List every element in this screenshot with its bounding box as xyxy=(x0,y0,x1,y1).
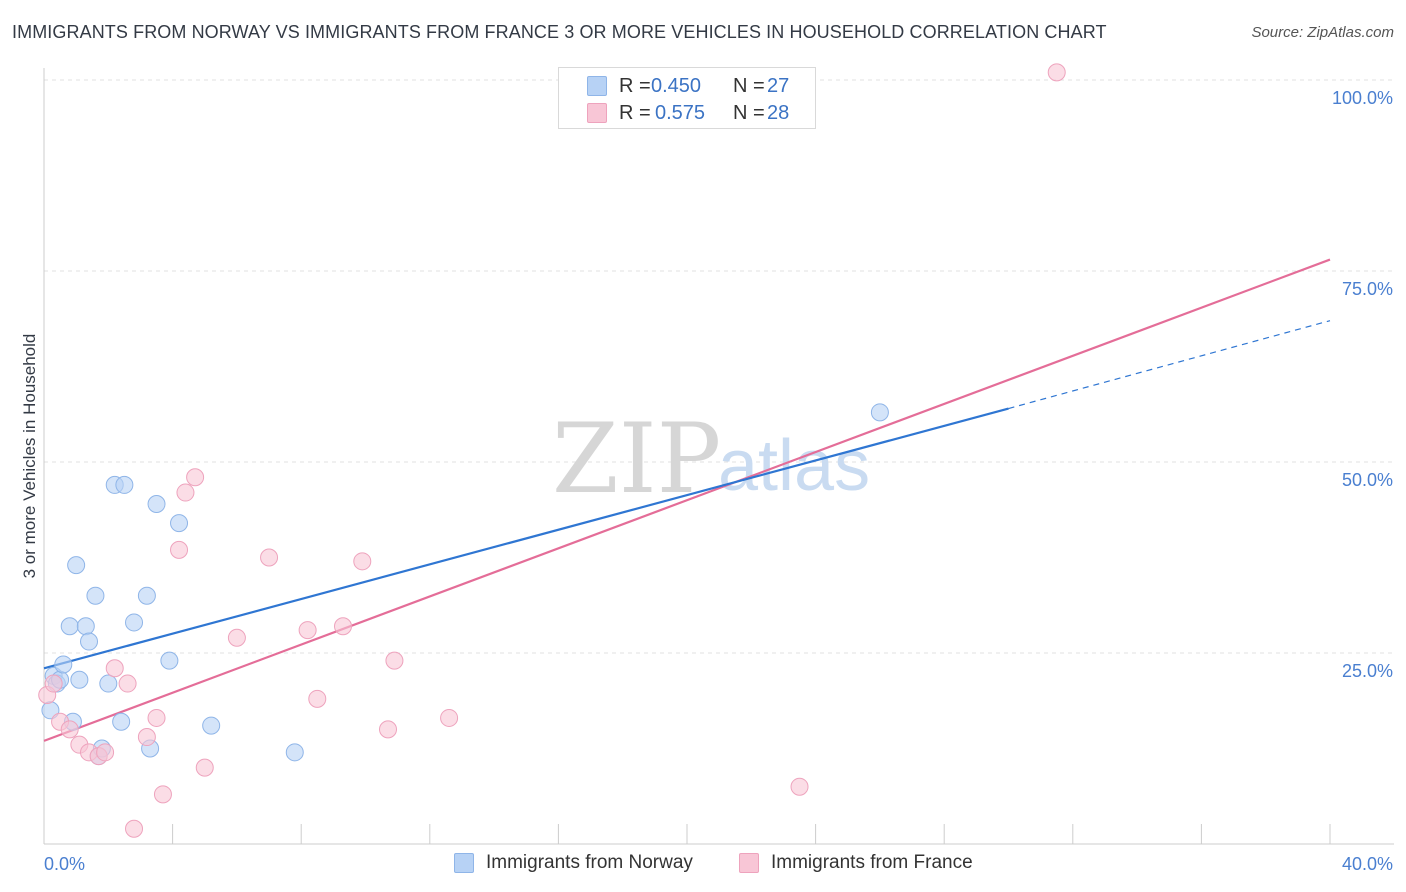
france-point xyxy=(790,777,809,796)
norway-point xyxy=(99,674,118,693)
y-tick-label: 100.0% xyxy=(1332,88,1393,108)
france-trend-line xyxy=(43,258,1331,742)
norway-point xyxy=(125,613,144,632)
france-point xyxy=(195,758,214,777)
legend-n-value-france: 28 xyxy=(767,102,790,124)
norway-point xyxy=(70,670,89,689)
legend-r-value-norway: 0.450 xyxy=(651,75,702,97)
france-point xyxy=(125,819,144,838)
norway-point xyxy=(86,586,105,605)
france-point xyxy=(260,548,279,567)
france-point xyxy=(105,659,124,678)
norway-point xyxy=(202,716,221,735)
legend-r-label: R = xyxy=(619,102,651,124)
france-point xyxy=(44,674,63,693)
norway-point xyxy=(160,651,179,670)
source-credit: Source: ZipAtlas.com xyxy=(1251,24,1394,41)
france-point xyxy=(379,720,398,739)
legend-n-label: N = xyxy=(733,75,765,97)
norway-point xyxy=(54,655,73,674)
chart-title: IMMIGRANTS FROM NORWAY VS IMMIGRANTS FRO… xyxy=(12,22,1107,42)
y-tick-label: 50.0% xyxy=(1342,470,1393,490)
legend-n-label: N = xyxy=(733,102,765,124)
correlation-legend: R = 0.450 N = 27 R = 0.575 N = 28 xyxy=(558,67,816,129)
norway-point xyxy=(137,586,156,605)
norway-point xyxy=(80,632,99,651)
france-point xyxy=(60,720,79,739)
france-point xyxy=(137,728,156,747)
norway-point xyxy=(76,617,95,636)
series-label-norway: Immigrants from Norway xyxy=(486,852,693,873)
watermark-zip: ZIP xyxy=(552,403,721,515)
france-point xyxy=(186,468,205,487)
norway-trend-line xyxy=(43,407,1009,670)
france-point xyxy=(96,743,115,762)
x-tick-label: 40.0% xyxy=(1342,854,1393,874)
legend-swatch-norway xyxy=(587,76,607,96)
series-label-france: Immigrants from France xyxy=(771,852,973,873)
legend-r-label: R = xyxy=(619,75,651,97)
france-point xyxy=(1047,63,1066,82)
norway-point xyxy=(147,495,166,514)
france-point xyxy=(118,674,137,693)
data-points xyxy=(38,63,1066,838)
trend-lines xyxy=(43,258,1331,742)
france-point xyxy=(308,689,327,708)
norway-point xyxy=(115,475,134,494)
norway-trend-extension xyxy=(1008,320,1331,410)
norway-point xyxy=(870,403,889,422)
france-point xyxy=(333,617,352,636)
y-tick-label: 75.0% xyxy=(1342,279,1393,299)
norway-point xyxy=(112,712,131,731)
france-point xyxy=(353,552,372,571)
france-point xyxy=(385,651,404,670)
y-tick-label: 25.0% xyxy=(1342,661,1393,681)
france-point xyxy=(170,540,189,559)
norway-point xyxy=(170,514,189,533)
series-swatch-norway xyxy=(454,853,474,873)
tick-labels: 25.0% 50.0% 75.0% 100.0% 0.0% 40.0% xyxy=(44,88,1393,874)
series-swatch-france xyxy=(739,853,759,873)
france-point xyxy=(147,708,166,727)
france-point xyxy=(227,628,246,647)
y-axis-label: 3 or more Vehicles in Household xyxy=(20,334,39,579)
france-point xyxy=(153,785,172,804)
legend-n-value-norway: 27 xyxy=(767,75,790,97)
france-point xyxy=(298,621,317,640)
x-tick-label: 0.0% xyxy=(44,854,85,874)
norway-point xyxy=(67,556,86,575)
france-point xyxy=(176,483,195,502)
france-point xyxy=(440,708,459,727)
norway-point xyxy=(285,743,304,762)
legend-r-value-france: 0.575 xyxy=(655,102,706,124)
norway-point xyxy=(60,617,79,636)
legend-swatch-france xyxy=(587,103,607,123)
grid-lines xyxy=(44,79,1394,654)
